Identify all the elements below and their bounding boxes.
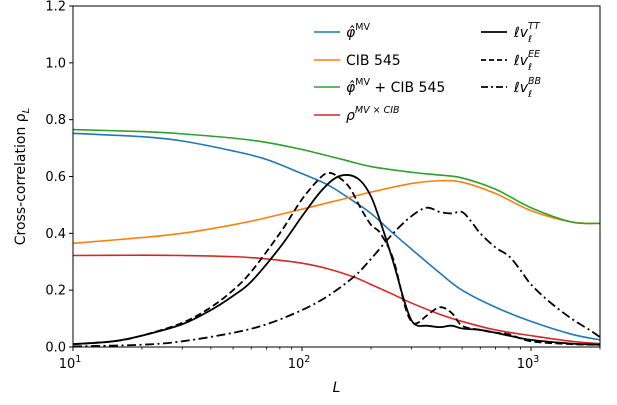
legend-label-1: CIB 545 <box>346 53 401 69</box>
series-layer <box>73 128 600 347</box>
y-tick-label-3: 0.6 <box>45 170 66 185</box>
x-axis-label: L <box>333 380 341 396</box>
legend: φ̂MV CIB 545 φ̂MV + CIB 545 ρMV × CIB ℓvℓTT ℓ… <box>314 21 541 124</box>
y-tick-label-1: 0.2 <box>45 284 66 299</box>
x-tick-label-1: 102 <box>288 354 311 372</box>
series-line-1 <box>73 179 600 245</box>
series-line-3 <box>73 254 600 345</box>
legend-label-2: φ̂MV + CIB 545 <box>346 77 445 96</box>
legend-label-5: ℓvℓEE <box>513 49 540 73</box>
x-tick-label-2: 103 <box>517 354 540 372</box>
series-line-5 <box>73 171 600 346</box>
y-tick-label-5: 1.0 <box>45 56 66 71</box>
x-tick-label-0: 101 <box>59 354 82 372</box>
y-tick-label-6: 1.2 <box>45 0 66 15</box>
series-line-6 <box>73 206 600 347</box>
y-tick-label-4: 0.8 <box>45 113 66 128</box>
series-line-0 <box>73 132 600 341</box>
y-tick-label-0: 0.0 <box>45 341 66 356</box>
axes-layer: 0.0 0.2 0.4 0.6 0.8 1.0 1.2 101 102 103 <box>45 0 601 372</box>
legend-label-0: φ̂MV <box>346 22 370 41</box>
series-line-2 <box>73 128 600 225</box>
y-tick-label-2: 0.4 <box>45 227 66 242</box>
legend-label-3: ρMV × CIB <box>346 105 400 124</box>
legend-label-6: ℓvℓBB <box>513 76 541 100</box>
legend-label-4: ℓvℓTT <box>513 21 541 45</box>
y-axis-label: Cross-correlation ρL <box>13 108 32 245</box>
